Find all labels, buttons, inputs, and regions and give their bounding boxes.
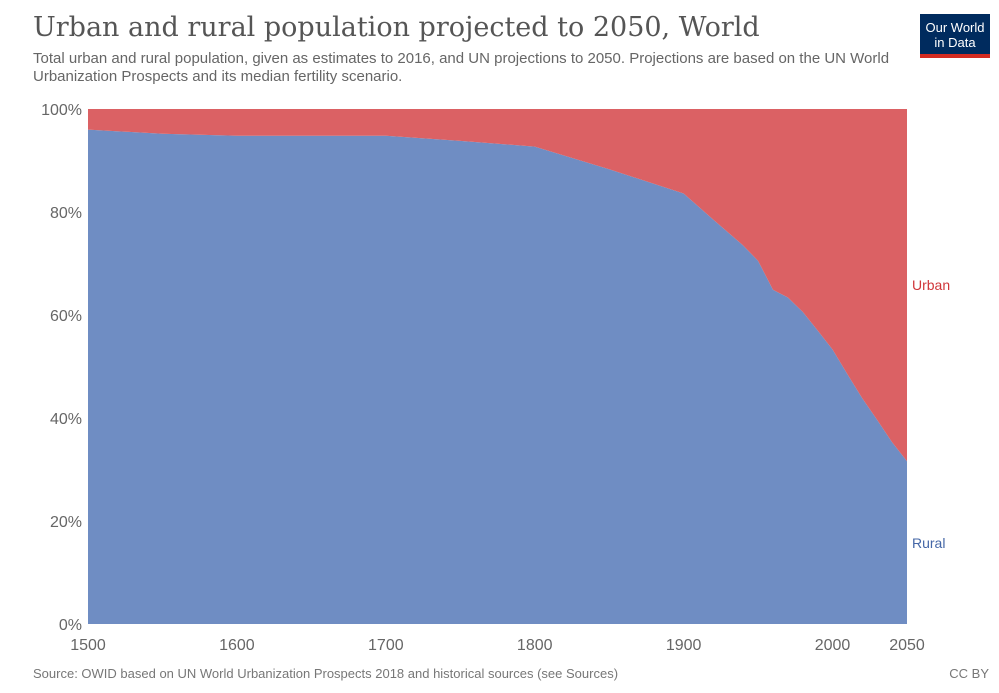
x-tick-label: 2000 xyxy=(815,637,851,654)
x-tick-label: 1600 xyxy=(219,637,255,654)
rural-area[interactable] xyxy=(88,129,907,624)
logo-line-2: in Data xyxy=(934,35,976,50)
urban-area[interactable] xyxy=(88,109,907,462)
x-tick-label: 1800 xyxy=(517,637,553,654)
y-tick-label: 60% xyxy=(50,308,82,325)
chart-subtitle: Total urban and rural population, given … xyxy=(33,50,890,85)
series-label-rural[interactable]: Rural xyxy=(912,535,945,551)
y-tick-label: 0% xyxy=(59,617,82,634)
x-tick-label: 1900 xyxy=(666,637,702,654)
y-tick-label: 40% xyxy=(50,411,82,428)
license-label[interactable]: CC BY xyxy=(949,666,989,681)
logo-line-1: Our World xyxy=(925,20,985,35)
y-tick-label: 80% xyxy=(50,205,82,222)
series-label-urban[interactable]: Urban xyxy=(912,277,950,293)
x-tick-label: 2050 xyxy=(889,637,925,654)
y-tick-label: 100% xyxy=(41,102,82,119)
x-tick-label: 1700 xyxy=(368,637,404,654)
x-tick-label: 1500 xyxy=(70,637,106,654)
owid-logo[interactable]: Our World in Data xyxy=(920,14,990,58)
y-tick-label: 20% xyxy=(50,514,82,531)
source-note[interactable]: Source: OWID based on UN World Urbanizat… xyxy=(33,666,619,681)
chart-title: Urban and rural population projected to … xyxy=(33,12,760,43)
